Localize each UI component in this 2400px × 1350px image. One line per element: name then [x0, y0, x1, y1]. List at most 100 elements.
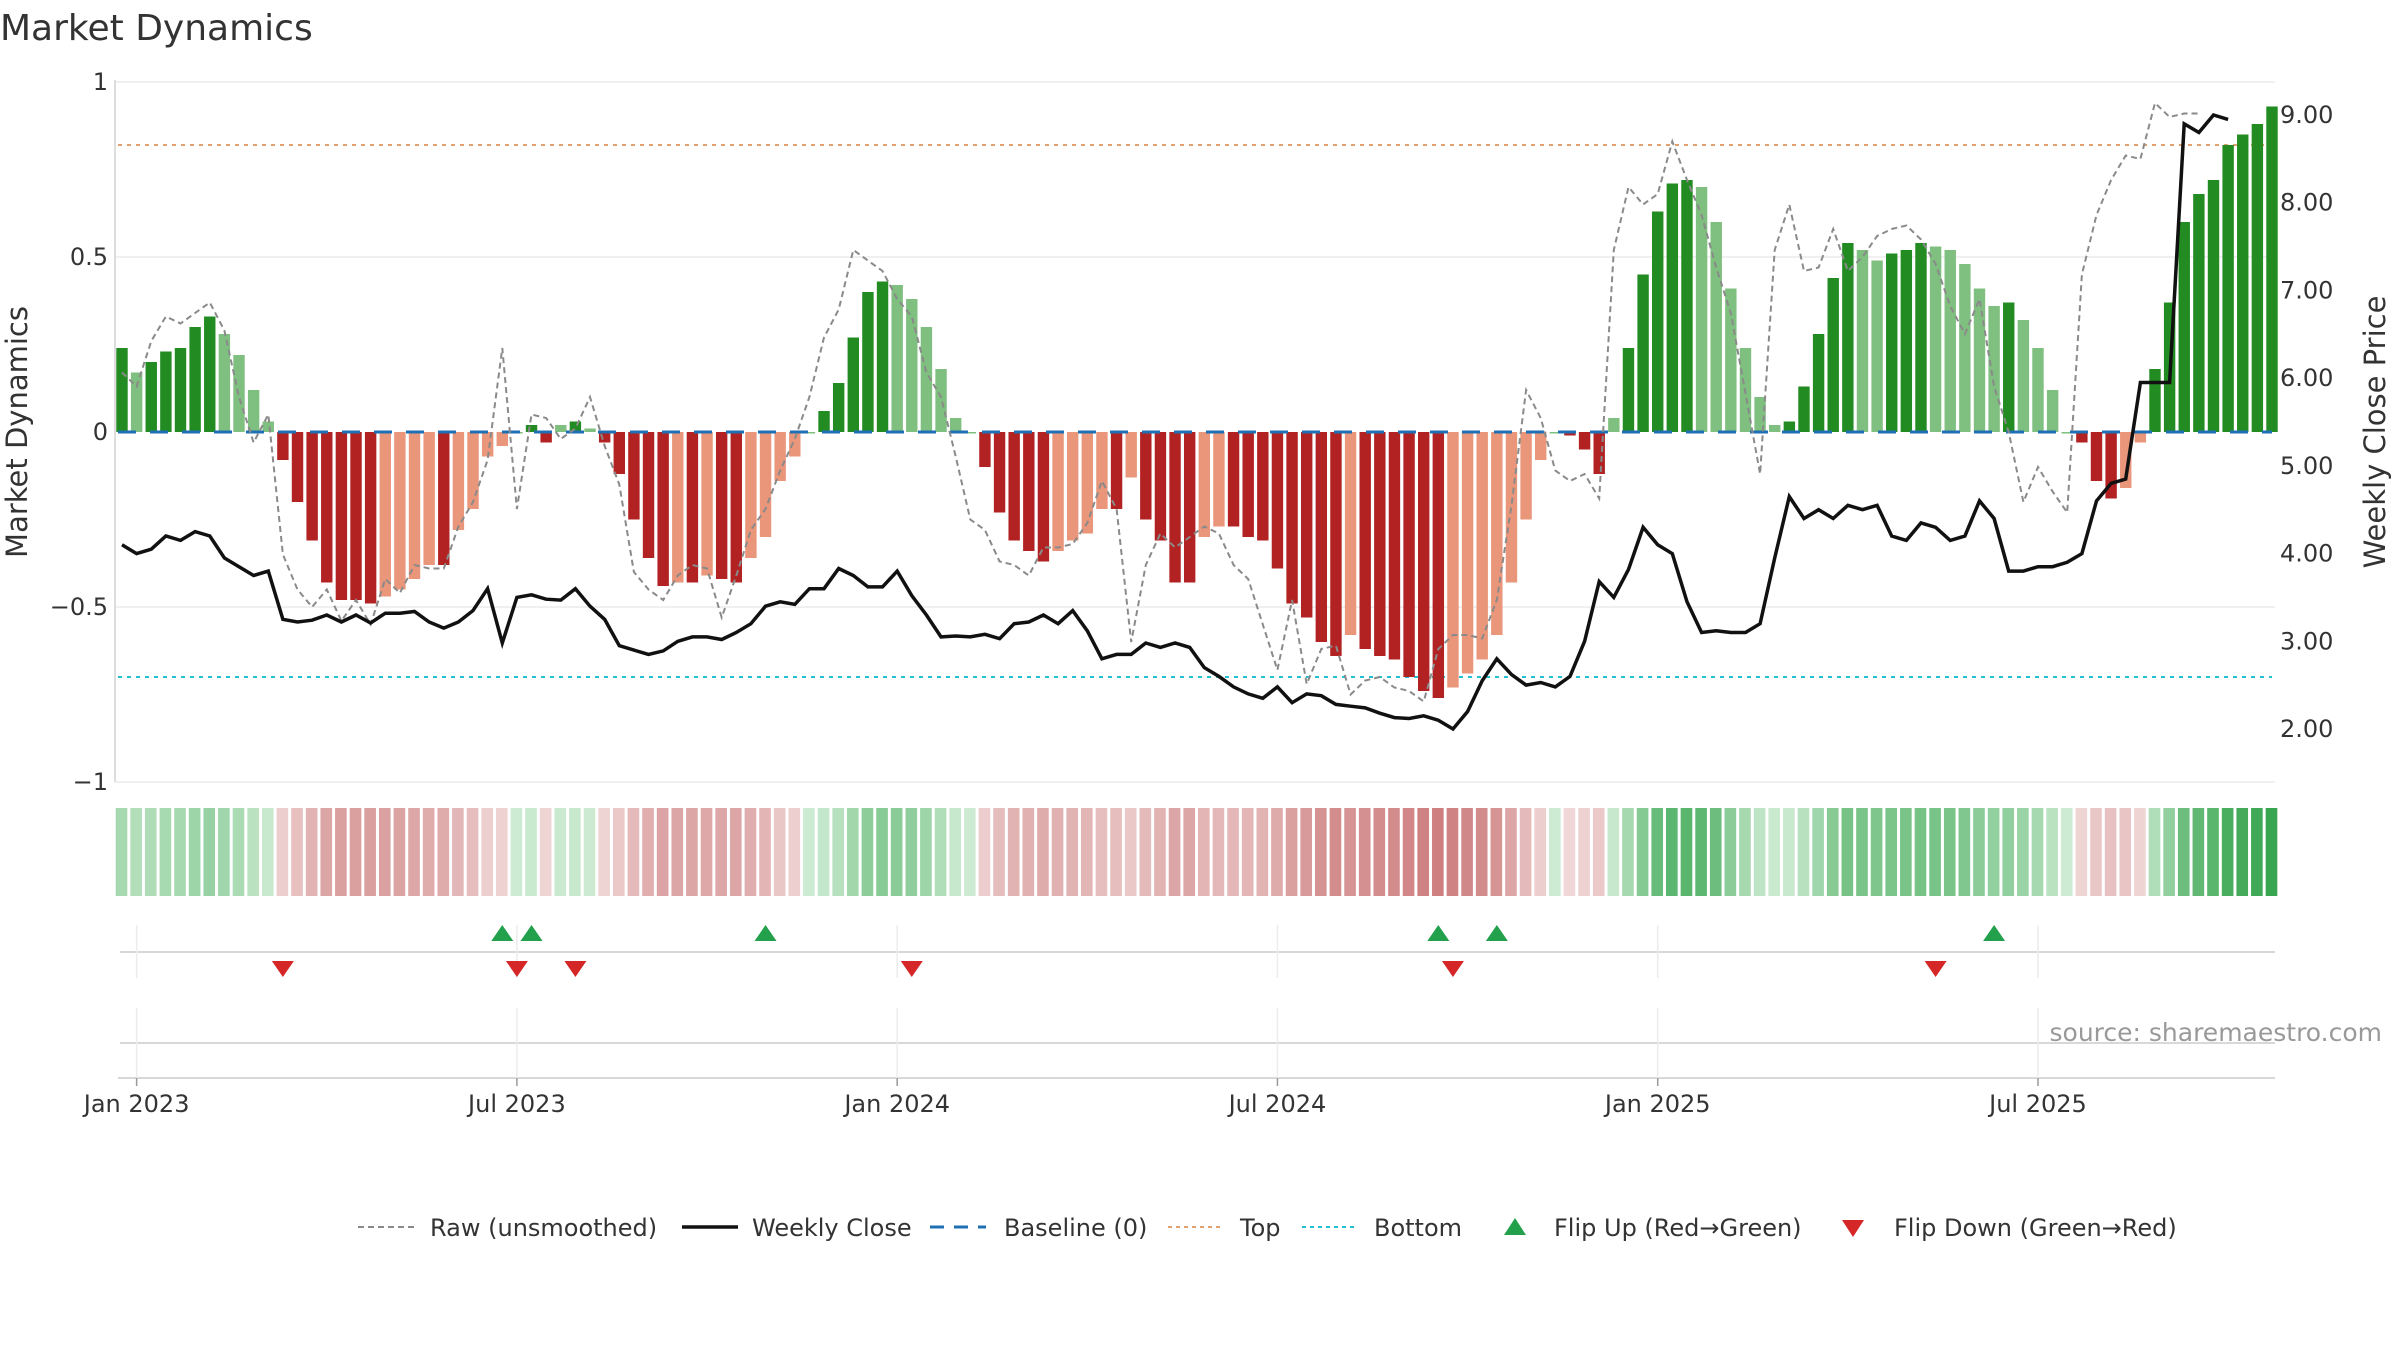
heat-cell	[1870, 808, 1883, 896]
dynamics-bar	[745, 432, 757, 558]
heat-cell	[1037, 808, 1049, 896]
heat-cell	[2090, 808, 2102, 896]
dynamics-bar	[174, 348, 187, 432]
dynamics-bar	[1652, 211, 1664, 432]
heat-cell	[1256, 808, 1269, 896]
heat-cell	[378, 808, 391, 896]
heat-cell	[452, 808, 464, 896]
dynamics-bar	[277, 432, 289, 460]
dynamics-bar	[1242, 432, 1254, 537]
heat-cell	[2148, 808, 2161, 896]
heat-cell	[2017, 808, 2029, 896]
heat-cell	[1783, 808, 1795, 896]
heat-cell	[656, 808, 669, 896]
flip-down-marker	[271, 961, 294, 977]
heat-cell	[1900, 808, 1912, 896]
flip-down-marker	[900, 961, 923, 977]
heat-cell	[642, 808, 654, 896]
heat-cell	[1095, 808, 1108, 896]
heat-cell	[203, 808, 216, 896]
dynamics-bar	[2134, 432, 2147, 443]
dynamics-bar	[803, 432, 816, 434]
heat-cell	[715, 808, 727, 896]
heat-cell	[320, 808, 333, 896]
heat-cell	[876, 808, 888, 896]
heat-cell	[232, 808, 245, 896]
x-tick-label: Jul 2024	[1227, 1090, 1327, 1118]
heat-cell	[1051, 808, 1064, 896]
heat-cell	[2221, 808, 2234, 896]
heat-cell	[305, 808, 318, 896]
legend-item-flip-down: Flip Down (Green→Red)	[1842, 1214, 2177, 1242]
dynamics-bar	[189, 327, 201, 432]
heat-cell	[1695, 808, 1707, 896]
heat-cell	[1987, 808, 2000, 896]
dynamics-bar	[1505, 432, 1518, 583]
right-tick-label: 7.00	[2280, 276, 2333, 304]
dynamics-bar	[569, 421, 582, 432]
heat-cell	[539, 808, 552, 896]
heat-cell	[1139, 808, 1152, 896]
dynamics-bar	[438, 432, 450, 565]
heat-cell	[1651, 808, 1664, 896]
dynamics-bar	[1388, 432, 1401, 660]
dynamics-bar	[1374, 432, 1386, 656]
dynamics-bar	[1023, 432, 1035, 551]
heat-cell	[1124, 808, 1137, 896]
dynamics-bar	[1052, 432, 1064, 551]
dynamics-bar	[1447, 432, 1459, 688]
dynamics-bar	[1432, 432, 1445, 698]
dynamics-bar	[584, 428, 596, 432]
legend-label-raw: Raw (unsmoothed)	[430, 1214, 657, 1242]
legend-item-top: Top	[1168, 1214, 1281, 1242]
dynamics-bar	[1286, 432, 1298, 604]
heat-cell	[1826, 808, 1839, 896]
legend-item-bottom: Bottom	[1302, 1214, 1462, 1242]
flip-up-marker	[1983, 925, 2006, 941]
dynamics-bar	[628, 432, 640, 520]
heat-cell	[978, 808, 991, 896]
legend-label-close: Weekly Close	[752, 1214, 912, 1242]
dynamics-bar	[715, 432, 728, 579]
dynamics-bar	[1066, 432, 1079, 541]
dynamics-bar	[525, 425, 538, 432]
flip-up-marker	[520, 925, 543, 941]
heat-cell	[803, 808, 815, 896]
dynamics-bar	[481, 432, 494, 457]
flip-down-marker	[1924, 961, 1947, 977]
dynamics-bar	[1827, 278, 1839, 432]
heat-cell	[2192, 808, 2205, 896]
heat-cell	[817, 808, 830, 896]
legend-label-bottom: Bottom	[1374, 1214, 1462, 1242]
dynamics-bar	[847, 337, 859, 432]
dynamics-bar	[759, 432, 772, 537]
heat-cell	[1388, 808, 1400, 896]
dynamics-bar	[920, 327, 933, 432]
heat-cell	[963, 808, 976, 896]
heat-cell	[1973, 808, 1985, 896]
legend-label-top: Top	[1239, 1214, 1281, 1242]
right-axis-title: Weekly Close Price	[2358, 296, 2392, 569]
dynamics-bar	[1403, 432, 1415, 677]
heat-cell	[218, 808, 230, 896]
raw-line	[121, 101, 2199, 704]
heat-cell	[481, 808, 493, 896]
dynamics-bar	[2003, 302, 2015, 432]
heat-cell	[1753, 808, 1766, 896]
heat-cell	[1227, 808, 1239, 896]
heat-strip	[115, 808, 2278, 896]
heat-cell	[1285, 808, 1298, 896]
legend-item-baseline: Baseline (0)	[930, 1214, 1147, 1242]
dynamics-bar	[1257, 432, 1269, 541]
right-tick-label: 9.00	[2280, 101, 2333, 129]
dynamics-bar	[2251, 124, 2264, 432]
dynamics-bar	[1973, 288, 1986, 432]
dynamics-bar	[306, 432, 318, 541]
left-axis-ticks: 1 0.5 0 −0.5 −1	[50, 68, 108, 796]
dynamics-bar	[1812, 334, 1825, 432]
dynamics-bar	[1271, 432, 1284, 569]
heat-cell	[1592, 808, 1605, 896]
dynamics-bar	[1593, 432, 1605, 474]
dynamics-bar	[862, 292, 874, 432]
heat-cell	[1622, 808, 1634, 896]
